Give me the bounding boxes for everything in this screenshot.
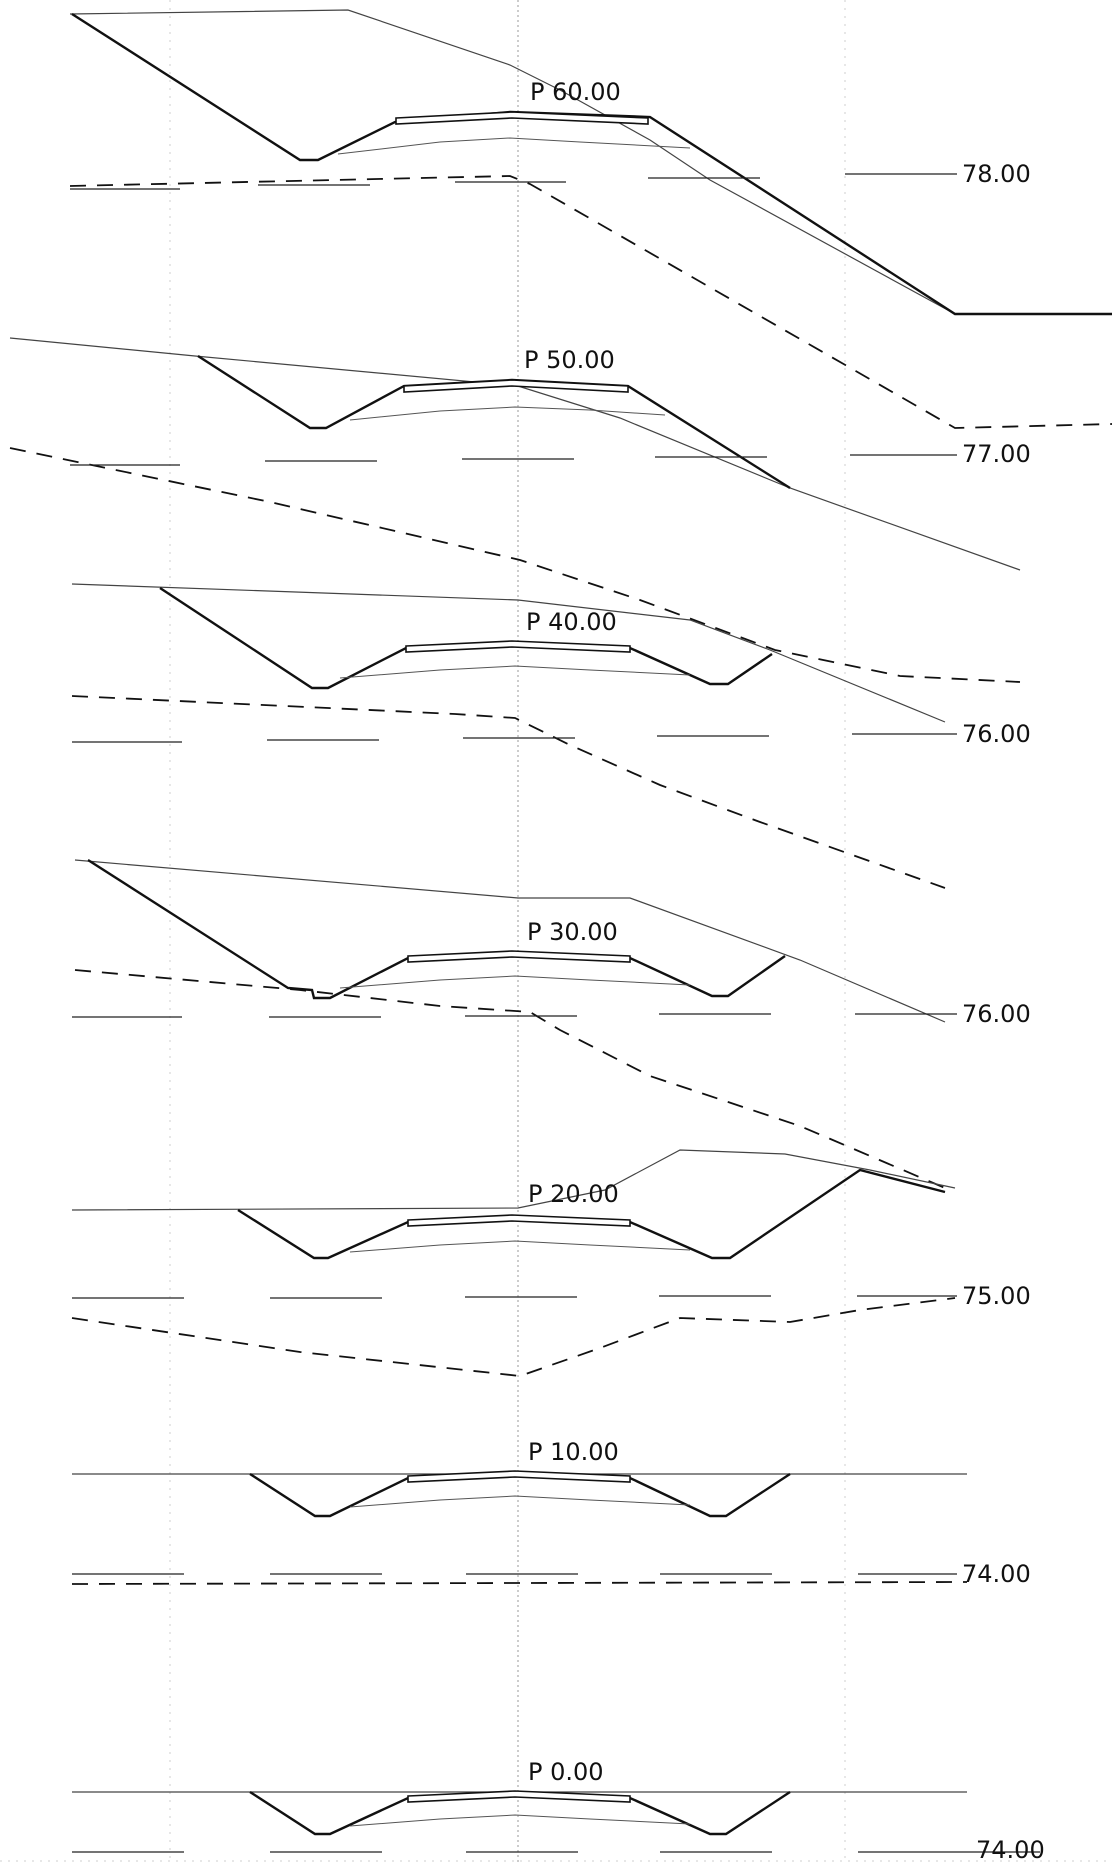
station-label: P 60.00 [530, 78, 621, 106]
datum-line [70, 173, 957, 190]
section-p50: P 50.00 77.00 [9, 337, 1031, 683]
elevation-label: 74.00 [976, 1836, 1045, 1864]
existing-ground-line [9, 337, 1021, 571]
station-label: P 40.00 [526, 608, 617, 636]
subgrade-line [349, 1495, 691, 1508]
elevation-label: 77.00 [962, 440, 1031, 468]
pavement-slab [403, 379, 629, 393]
datum-line [72, 1013, 957, 1018]
subgrade-line [349, 1814, 691, 1827]
station-label: P 50.00 [524, 346, 615, 374]
elevation-label: 78.00 [962, 160, 1031, 188]
subgrade-line [337, 137, 691, 155]
pavement-slab [407, 950, 631, 963]
elevation-label: 76.00 [962, 1000, 1031, 1028]
elevation-label: 75.00 [962, 1282, 1031, 1310]
road-template [87, 858, 786, 1000]
existing-ground-line [71, 583, 946, 723]
datum-line [72, 733, 957, 743]
subgrade-line [349, 1240, 691, 1253]
section-p20: P 20.00 75.00 [71, 1149, 1031, 1377]
pavement-slab [407, 1470, 631, 1483]
design-profile-line [74, 969, 946, 1189]
pavement-slab [405, 640, 631, 653]
design-profile-line [71, 1581, 968, 1585]
station-label: P 20.00 [528, 1180, 619, 1208]
subgrade-line [349, 406, 666, 421]
design-profile-line [9, 447, 1021, 683]
existing-ground-line [71, 1149, 956, 1211]
station-label: P 30.00 [527, 918, 618, 946]
design-profile-line [71, 695, 946, 889]
road-template [249, 1790, 791, 1836]
elevation-label: 74.00 [962, 1560, 1031, 1588]
section-p40: P 40.00 76.00 [71, 583, 1031, 889]
road-template [71, 12, 1112, 316]
pavement-slab [407, 1790, 631, 1803]
road-template [197, 354, 791, 490]
existing-ground-line [74, 859, 946, 1023]
pavement-slab [395, 111, 649, 125]
subgrade-line [339, 975, 691, 989]
pavement-slab [407, 1214, 631, 1227]
section-p0: P 0.00 74.00 [72, 1758, 1045, 1864]
subgrade-line [339, 665, 691, 679]
design-profile-line [71, 1297, 956, 1377]
elevation-label: 76.00 [962, 720, 1031, 748]
road-template [159, 586, 773, 690]
design-profile-line [69, 175, 1112, 429]
station-label: P 0.00 [528, 1758, 604, 1786]
road-template [249, 1470, 791, 1518]
section-p10: P 10.00 74.00 [71, 1438, 1031, 1588]
station-label: P 10.00 [528, 1438, 619, 1466]
existing-ground-line [69, 9, 956, 315]
section-p60: P 60.00 78.00 [69, 9, 1112, 429]
datum-line [72, 1295, 957, 1299]
datum-line [70, 454, 957, 466]
section-p30: P 30.00 76.00 [72, 858, 1031, 1189]
